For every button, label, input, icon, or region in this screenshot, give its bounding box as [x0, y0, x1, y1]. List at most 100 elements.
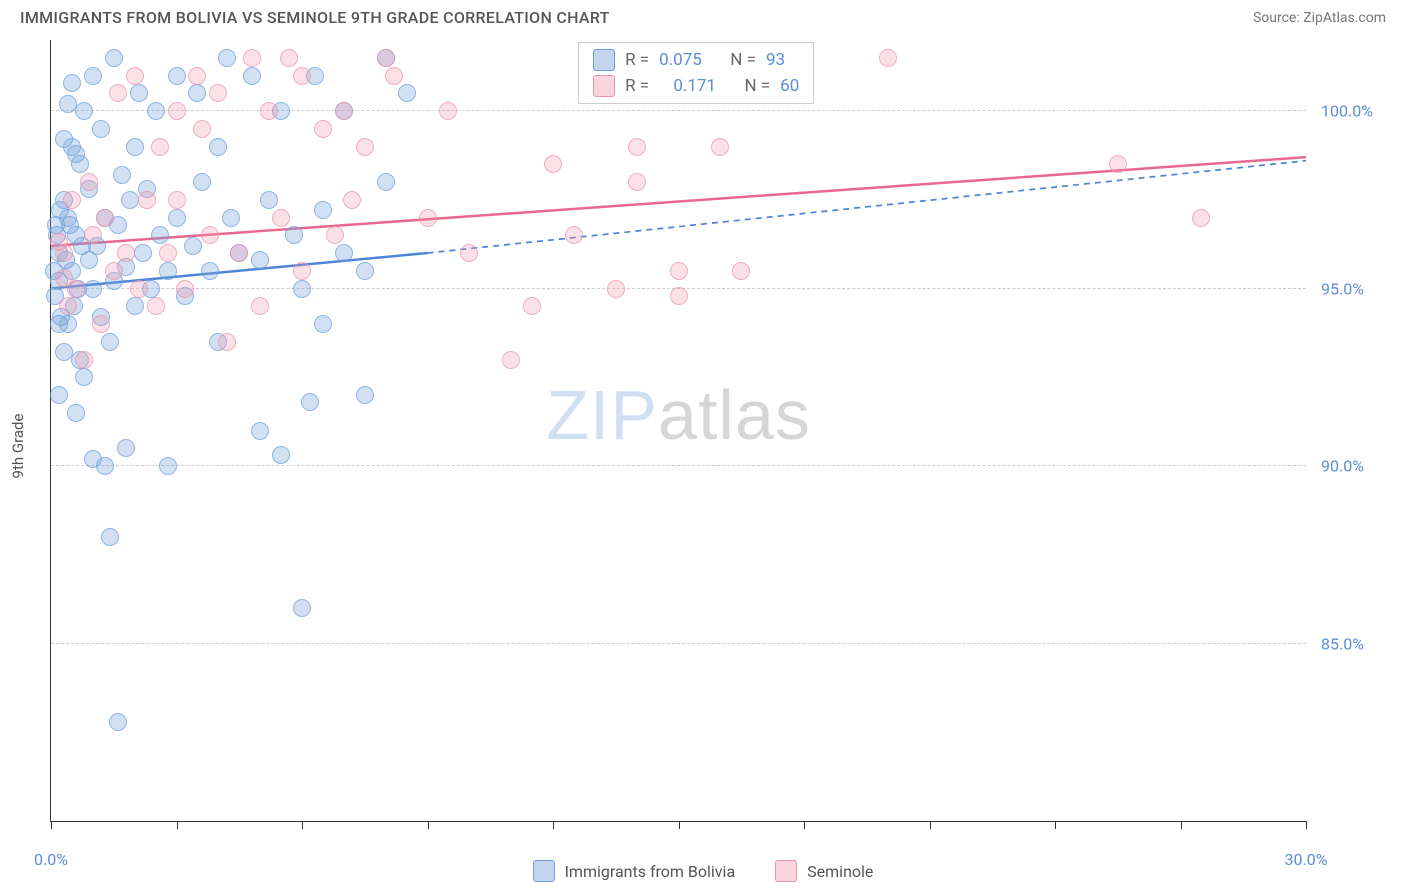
data-point — [356, 138, 374, 156]
data-point — [439, 102, 457, 120]
data-point — [188, 67, 206, 85]
data-point — [55, 269, 73, 287]
gridline — [51, 643, 1306, 644]
data-point — [356, 262, 374, 280]
r-prefix: R = — [625, 76, 649, 96]
data-point — [188, 84, 206, 102]
data-point — [293, 599, 311, 617]
swatch-a-icon — [593, 49, 615, 71]
chart-title: IMMIGRANTS FROM BOLIVIA VS SEMINOLE 9TH … — [20, 8, 610, 27]
data-point — [201, 262, 219, 280]
data-point — [75, 351, 93, 369]
data-point — [63, 74, 81, 92]
data-point — [544, 155, 562, 173]
data-point — [251, 297, 269, 315]
data-point — [343, 191, 361, 209]
data-point — [147, 102, 165, 120]
data-point — [151, 138, 169, 156]
data-point — [293, 262, 311, 280]
data-point — [121, 191, 139, 209]
data-point — [109, 713, 127, 731]
ytick-label: 100.0% — [1321, 102, 1391, 121]
y-axis-label: 9th Grade — [9, 414, 27, 479]
scatter-chart: R = 0.075 N = 93 R = 0.171 N = 60 ZIPatl… — [50, 40, 1306, 822]
data-point — [67, 145, 85, 163]
data-point — [159, 457, 177, 475]
stats-row-b: R = 0.171 N = 60 — [593, 73, 799, 99]
data-point — [272, 209, 290, 227]
data-point — [84, 226, 102, 244]
data-point — [63, 191, 81, 209]
data-point — [168, 67, 186, 85]
data-point — [293, 67, 311, 85]
data-point — [193, 120, 211, 138]
data-point — [193, 173, 211, 191]
data-point — [67, 404, 85, 422]
data-point — [243, 67, 261, 85]
data-point — [260, 191, 278, 209]
data-point — [55, 343, 73, 361]
data-point — [138, 191, 156, 209]
legend-item-b: Seminole — [775, 860, 873, 882]
legend-item-a: Immigrants from Bolivia — [533, 860, 736, 882]
r-prefix: R = — [625, 50, 649, 70]
data-point — [113, 166, 131, 184]
data-point — [218, 333, 236, 351]
data-point — [230, 244, 248, 262]
data-point — [75, 368, 93, 386]
xtick — [553, 821, 554, 829]
xtick — [1306, 821, 1307, 829]
data-point — [260, 102, 278, 120]
data-point — [117, 439, 135, 457]
watermark: ZIPatlas — [546, 375, 811, 455]
data-point — [251, 422, 269, 440]
data-point — [159, 244, 177, 262]
data-point — [50, 386, 68, 404]
data-point — [50, 233, 68, 251]
data-point — [50, 315, 68, 333]
r-value-b: 0.171 — [673, 76, 716, 96]
data-point — [377, 173, 395, 191]
ytick-label: 90.0% — [1321, 457, 1391, 476]
data-point — [879, 49, 897, 67]
data-point — [168, 102, 186, 120]
data-point — [222, 209, 240, 227]
data-point — [251, 251, 269, 269]
data-point — [732, 262, 750, 280]
data-point — [565, 226, 583, 244]
data-point — [159, 262, 177, 280]
data-point — [96, 457, 114, 475]
xtick — [51, 821, 52, 829]
data-point — [176, 280, 194, 298]
xtick — [1055, 821, 1056, 829]
data-point — [460, 244, 478, 262]
data-point — [101, 333, 119, 351]
data-point — [201, 226, 219, 244]
data-point — [523, 297, 541, 315]
data-point — [326, 226, 344, 244]
xtick — [679, 821, 680, 829]
ytick-label: 85.0% — [1321, 634, 1391, 653]
data-point — [126, 138, 144, 156]
data-point — [419, 209, 437, 227]
data-point — [670, 262, 688, 280]
stats-legend: R = 0.075 N = 93 R = 0.171 N = 60 — [578, 42, 814, 104]
data-point — [285, 226, 303, 244]
data-point — [314, 201, 332, 219]
data-point — [301, 393, 319, 411]
xtick — [804, 821, 805, 829]
data-point — [96, 209, 114, 227]
data-point — [335, 102, 353, 120]
data-point — [280, 49, 298, 67]
xtick — [177, 821, 178, 829]
data-point — [502, 351, 520, 369]
r-value-a: 0.075 — [659, 50, 702, 70]
data-point — [314, 120, 332, 138]
data-point — [134, 244, 152, 262]
data-point — [1109, 155, 1127, 173]
data-point — [80, 173, 98, 191]
data-point — [314, 315, 332, 333]
data-point — [130, 84, 148, 102]
stats-row-a: R = 0.075 N = 93 — [593, 47, 799, 73]
data-point — [356, 386, 374, 404]
